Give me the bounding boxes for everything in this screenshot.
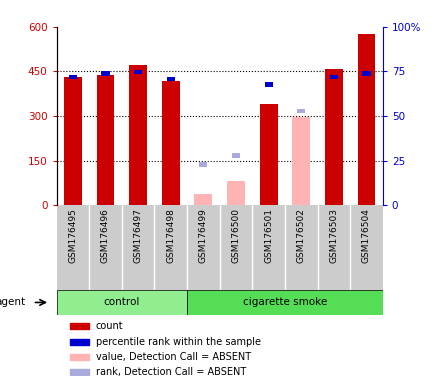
Text: GSM176500: GSM176500: [231, 208, 240, 263]
Bar: [329, 75, 337, 79]
Bar: [324, 70, 342, 205]
Bar: [166, 77, 174, 81]
Bar: [296, 109, 305, 113]
Bar: [96, 75, 114, 205]
Text: GSM176498: GSM176498: [166, 208, 175, 263]
Text: percentile rank within the sample: percentile rank within the sample: [95, 336, 260, 347]
Bar: [231, 154, 240, 158]
Bar: [69, 354, 89, 360]
Text: GSM176497: GSM176497: [133, 208, 142, 263]
Bar: [69, 75, 77, 79]
Bar: [259, 104, 277, 205]
Bar: [194, 194, 212, 205]
Text: GSM176501: GSM176501: [263, 208, 273, 263]
Bar: [129, 66, 147, 205]
Bar: [101, 71, 109, 76]
Bar: [64, 78, 82, 205]
Bar: [56, 290, 187, 315]
Text: rank, Detection Call = ABSENT: rank, Detection Call = ABSENT: [95, 367, 245, 377]
Bar: [69, 323, 89, 329]
Bar: [199, 162, 207, 167]
Bar: [69, 369, 89, 375]
Text: GSM176504: GSM176504: [361, 208, 370, 263]
Text: GSM176495: GSM176495: [68, 208, 77, 263]
Text: control: control: [103, 298, 140, 308]
Bar: [187, 290, 382, 315]
Text: agent: agent: [0, 298, 26, 308]
Text: count: count: [95, 321, 123, 331]
Text: GSM176502: GSM176502: [296, 208, 305, 263]
Text: GSM176499: GSM176499: [198, 208, 207, 263]
Bar: [292, 118, 309, 205]
Bar: [134, 70, 142, 74]
Bar: [264, 82, 272, 86]
Text: cigarette smoke: cigarette smoke: [242, 298, 326, 308]
Text: value, Detection Call = ABSENT: value, Detection Call = ABSENT: [95, 352, 250, 362]
Bar: [161, 81, 179, 205]
Bar: [69, 339, 89, 344]
Text: GSM176496: GSM176496: [101, 208, 110, 263]
Text: GSM176503: GSM176503: [329, 208, 338, 263]
Bar: [362, 71, 370, 76]
Bar: [227, 181, 244, 205]
Bar: [357, 34, 375, 205]
